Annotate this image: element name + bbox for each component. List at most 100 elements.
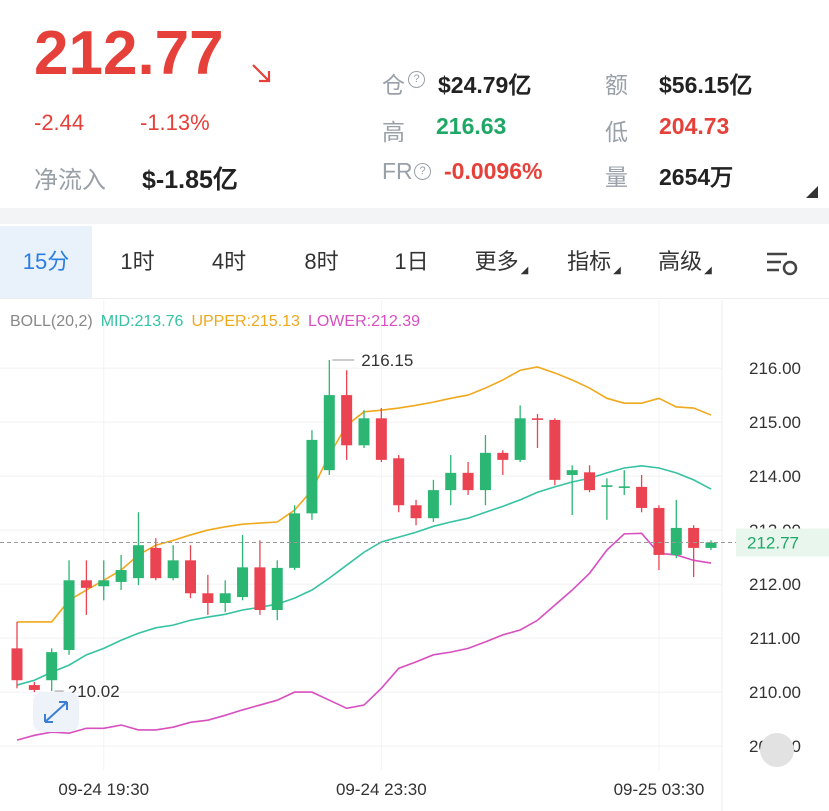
candle-body	[445, 472, 457, 491]
stat-value: 204.73	[659, 113, 730, 139]
high-label: 216.15	[361, 351, 413, 370]
candle-body	[150, 547, 162, 579]
dropdown-icon: ◢	[520, 265, 529, 276]
stat-label: 仓	[382, 72, 405, 98]
last-price-label: 212.77	[747, 534, 799, 553]
candle-body	[601, 485, 613, 487]
candle-body	[202, 593, 214, 603]
x-tick-label: 09-24 19:30	[58, 780, 149, 799]
tab[interactable]: 1日	[394, 249, 429, 274]
dropdown-icon: ◢	[704, 265, 712, 276]
candle-body	[514, 418, 526, 460]
legend-item: LOWER:212.39	[308, 313, 420, 330]
stat-label: 高	[382, 119, 405, 145]
boll-line	[16, 532, 712, 741]
down-arrow-icon	[252, 64, 271, 83]
candle-body	[80, 580, 92, 588]
candle-body	[341, 395, 353, 446]
corner-triangle	[806, 186, 818, 198]
stat-value: 2654万	[659, 164, 734, 190]
legend-item: BOLL(20,2)	[10, 313, 93, 330]
y-tick-label: 214.00	[749, 467, 801, 486]
stat-label: 低	[605, 119, 628, 145]
stat-value: $56.15亿	[659, 72, 753, 98]
candle-body	[566, 470, 578, 476]
candle-body	[410, 505, 422, 519]
tab[interactable]: 1时	[120, 249, 155, 274]
stat-value: $24.79亿	[438, 72, 532, 98]
boll-line	[16, 465, 712, 686]
candle-body	[254, 567, 266, 611]
candle-body	[479, 452, 491, 491]
stat-label: 量	[605, 164, 628, 190]
y-tick-label: 212.00	[749, 575, 801, 594]
y-tick-label: 215.00	[749, 413, 801, 432]
x-tick-label: 09-24 23:30	[336, 780, 427, 799]
y-tick-label: 216.00	[749, 359, 801, 378]
legend-item: MID:213.76	[101, 313, 184, 330]
info-icon: ?	[408, 71, 425, 88]
candle-body	[271, 567, 283, 611]
candle-body	[63, 580, 75, 650]
candle-body	[219, 593, 231, 603]
candle-body	[653, 507, 665, 555]
tab[interactable]: 4时	[211, 249, 247, 274]
low-label: 210.02	[68, 682, 120, 701]
candle-body	[375, 418, 387, 460]
dropdown-icon: ◢	[613, 265, 621, 276]
tab[interactable]: 高级 ◢	[658, 249, 712, 276]
y-tick-label: 210.00	[749, 683, 801, 702]
candle-body	[532, 418, 543, 420]
candle-body	[584, 472, 596, 491]
candle-body	[549, 419, 561, 480]
candle-body	[11, 648, 23, 681]
stat-value: 216.63	[436, 113, 507, 139]
divider	[0, 298, 829, 299]
last-price-tag	[736, 528, 829, 557]
tab[interactable]: 指标 ◢	[567, 249, 621, 276]
net-inflow-label: 净流入	[34, 167, 106, 194]
stat-label: FR	[382, 158, 413, 184]
candle-body	[618, 486, 630, 488]
candle-body	[427, 490, 439, 519]
candle-body	[289, 513, 301, 568]
x-tick-label: 09-25 03:30	[614, 780, 705, 799]
candle-body	[306, 439, 318, 514]
separator	[0, 208, 829, 224]
candle-body	[46, 652, 58, 681]
tab[interactable]: 15分	[0, 226, 92, 298]
candle-body	[28, 685, 40, 690]
stat-value: -0.0096%	[444, 158, 543, 184]
candle-body	[167, 560, 179, 579]
tab[interactable]: 更多 ◢	[474, 249, 529, 276]
indicator-legend: BOLL(20,2) MID:213.76 UPPER:215.13 LOWER:21…	[10, 313, 420, 330]
candle-body	[670, 527, 682, 555]
candle-body	[688, 527, 700, 548]
candle-body	[358, 418, 370, 446]
candle-body	[323, 395, 335, 471]
candle-body	[636, 486, 648, 508]
last-price: 212.77	[34, 19, 224, 88]
expand-icon	[44, 701, 68, 723]
price-change: -2.44	[34, 110, 85, 135]
candle-body	[237, 567, 249, 598]
y-tick-label: 211.00	[750, 629, 801, 648]
chart-settings-icon[interactable]	[765, 250, 799, 276]
tab[interactable]: 8时	[304, 249, 339, 274]
stat-label: 额	[605, 72, 628, 98]
candle-body	[497, 452, 509, 460]
candle-body	[705, 542, 717, 548]
candle-body	[185, 560, 196, 594]
legend-item: UPPER:215.13	[191, 313, 300, 330]
candle-body	[462, 472, 474, 491]
candle-body	[393, 458, 405, 506]
info-icon: ?	[414, 163, 431, 180]
candle-body	[132, 545, 144, 579]
net-inflow-value: $-1.85亿	[142, 166, 238, 194]
scroll-button[interactable]	[760, 733, 794, 767]
price-change-pct: -1.13%	[140, 110, 210, 135]
candle-body	[115, 570, 127, 582]
candle-body	[98, 580, 110, 587]
